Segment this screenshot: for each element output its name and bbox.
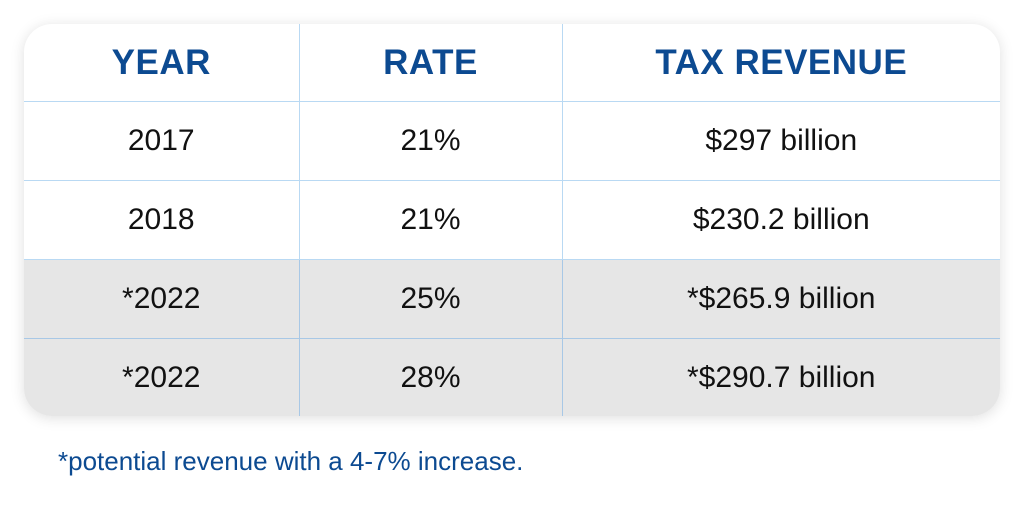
cell-rate: 28% [298, 338, 563, 416]
footnote: *potential revenue with a 4-7% increase. [58, 446, 524, 476]
header-tax-revenue: TAX REVENUE [561, 24, 1000, 102]
table-row: 2018 21% $230.2 billion [24, 180, 1000, 260]
cell-year: *2022 [24, 338, 300, 416]
header-rate: RATE [298, 24, 563, 102]
cell-rate: 25% [298, 259, 563, 339]
cell-revenue: *$265.9 billion [561, 259, 1000, 339]
table-row: 2017 21% $297 billion [24, 101, 1000, 181]
header-year: YEAR [24, 24, 300, 102]
header-row: YEAR RATE TAX REVENUE [24, 24, 1000, 102]
cell-year: 2017 [24, 101, 300, 181]
tax-revenue-table-card: YEAR RATE TAX REVENUE 2017 21% $297 bill… [24, 24, 1000, 416]
cell-rate: 21% [298, 101, 563, 181]
cell-revenue: $230.2 billion [561, 180, 1000, 260]
table-row-projected: *2022 28% *$290.7 billion [24, 338, 1000, 416]
table-row-projected: *2022 25% *$265.9 billion [24, 259, 1000, 339]
cell-revenue: $297 billion [561, 101, 1000, 181]
cell-revenue: *$290.7 billion [561, 338, 1000, 416]
tax-revenue-table: YEAR RATE TAX REVENUE 2017 21% $297 bill… [24, 24, 1000, 416]
cell-year: 2018 [24, 180, 300, 260]
cell-year: *2022 [24, 259, 300, 339]
cell-rate: 21% [298, 180, 563, 260]
